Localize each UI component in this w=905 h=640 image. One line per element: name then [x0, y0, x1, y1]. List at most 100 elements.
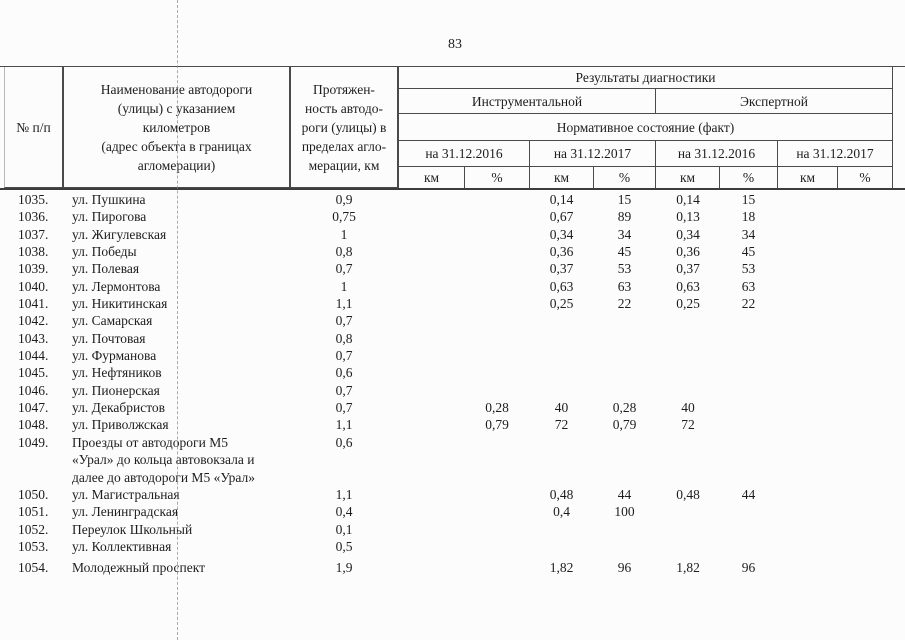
data-cell: 34: [741, 226, 756, 242]
data-cell: 40: [554, 400, 569, 416]
row-number: 1045.: [18, 365, 49, 381]
data-cell: [777, 559, 837, 576]
data-cell: [530, 382, 593, 399]
street-name: ул. Магистральная: [72, 486, 180, 502]
data-cell: [398, 416, 464, 433]
data-cell: 0,63: [549, 278, 574, 294]
length-value: 1,9: [335, 560, 353, 576]
data-cell: [720, 538, 777, 555]
data-cell: 63: [741, 278, 756, 294]
street-name: ул. Победы: [72, 244, 137, 260]
data-cell: [777, 278, 837, 295]
data-cell: [464, 278, 530, 295]
data-cell: [777, 191, 837, 208]
length-value: 0,9: [335, 192, 353, 207]
data-cell: [398, 382, 464, 399]
data-cell: [398, 364, 464, 381]
street-name: ул. Коллективная: [72, 538, 172, 554]
data-cell: [720, 521, 777, 538]
data-cell: [530, 347, 593, 364]
data-cell: [398, 503, 464, 520]
data-cell: [530, 434, 593, 486]
data-cell: [777, 416, 837, 433]
data-cell: [777, 503, 837, 520]
row-number: 1039.: [18, 261, 49, 277]
data-cell: 0,79: [612, 417, 637, 433]
data-cell: [530, 521, 593, 538]
data-cell: 0,25: [676, 296, 700, 312]
data-cell: [398, 312, 464, 329]
data-cell: [777, 399, 837, 416]
data-cell: [837, 364, 893, 381]
data-cell: [464, 208, 530, 225]
data-cell: [593, 347, 656, 364]
data-cell: 72: [681, 417, 695, 433]
data-cell: [837, 503, 893, 520]
data-cell: [837, 538, 893, 555]
data-cell: [720, 382, 777, 399]
data-cell: 0,63: [676, 278, 700, 294]
row-number: 1046.: [18, 382, 49, 398]
header-col-num: № п/п: [4, 66, 63, 188]
row-number: 1038.: [18, 244, 49, 260]
header-unit-km-4: км: [655, 166, 720, 189]
data-cell: 45: [741, 244, 756, 260]
data-cell: [398, 260, 464, 277]
data-cell: 0,36: [549, 244, 574, 260]
header-group-expert: Экспертной: [655, 88, 893, 114]
data-cell: [777, 226, 837, 243]
street-name: ул. Жигулевская: [72, 226, 167, 242]
data-cell: [656, 538, 720, 555]
data-cell: 96: [741, 560, 756, 576]
table-row: 1044. ул. Фурманова 0,7: [4, 347, 893, 364]
row-number: 1042.: [18, 313, 49, 329]
data-cell: [837, 191, 893, 208]
data-cell: 0,48: [549, 486, 574, 502]
data-cell: 0,34: [549, 226, 574, 242]
data-cell: [720, 399, 777, 416]
data-cell: [837, 208, 893, 225]
data-cell: [777, 312, 837, 329]
street-name: ул. Декабристов: [72, 400, 166, 416]
data-cell: [464, 330, 530, 347]
header-results-title: Результаты диагностики: [398, 66, 893, 89]
header-unit-km-0: км: [398, 166, 465, 189]
data-cell: [837, 278, 893, 295]
header-date-instr-2016: на 31.12.2016: [398, 140, 530, 167]
data-cell: [593, 521, 656, 538]
data-cell: [398, 226, 464, 243]
data-cell: 15: [741, 192, 756, 207]
header-date-expert-2017: на 31.12.2017: [777, 140, 893, 167]
row-number: 1035.: [18, 192, 49, 207]
table-row: 1045. ул. Нефтяников 0,6: [4, 364, 893, 381]
data-cell: [530, 330, 593, 347]
row-number: 1041.: [18, 296, 49, 312]
header-unit-km-6: км: [777, 166, 838, 189]
row-number: 1049.: [18, 434, 49, 450]
data-cell: [464, 312, 530, 329]
data-cell: [777, 486, 837, 503]
data-cell: 0,14: [549, 192, 574, 207]
length-value: 1,1: [335, 417, 353, 433]
length-value: 0,6: [335, 365, 353, 381]
data-cell: 100: [614, 504, 635, 520]
data-cell: [837, 559, 893, 576]
table-row: 1037. ул. Жигулевская 1 0,34 34 0,34 34: [4, 226, 893, 243]
data-cell: 45: [617, 244, 632, 260]
street-name: ул. Почтовая: [72, 330, 146, 346]
table-row: 1050. ул. Магистральная 1,1 0,48 44 0,48…: [4, 486, 893, 503]
row-number: 1048.: [18, 417, 49, 433]
data-cell: [837, 521, 893, 538]
street-name: Переулок Школьный: [72, 521, 193, 537]
data-cell: 0,37: [549, 261, 574, 277]
header-unit-km-2: км: [529, 166, 594, 189]
header-unit-pct-7: %: [837, 166, 893, 189]
data-cell: 18: [741, 209, 756, 225]
data-cell: [837, 330, 893, 347]
data-cell: [398, 486, 464, 503]
street-name: ул. Ленинградская: [72, 504, 179, 520]
data-cell: 0,48: [676, 486, 700, 502]
data-cell: [656, 330, 720, 347]
data-cell: [464, 243, 530, 260]
data-cell: [837, 486, 893, 503]
